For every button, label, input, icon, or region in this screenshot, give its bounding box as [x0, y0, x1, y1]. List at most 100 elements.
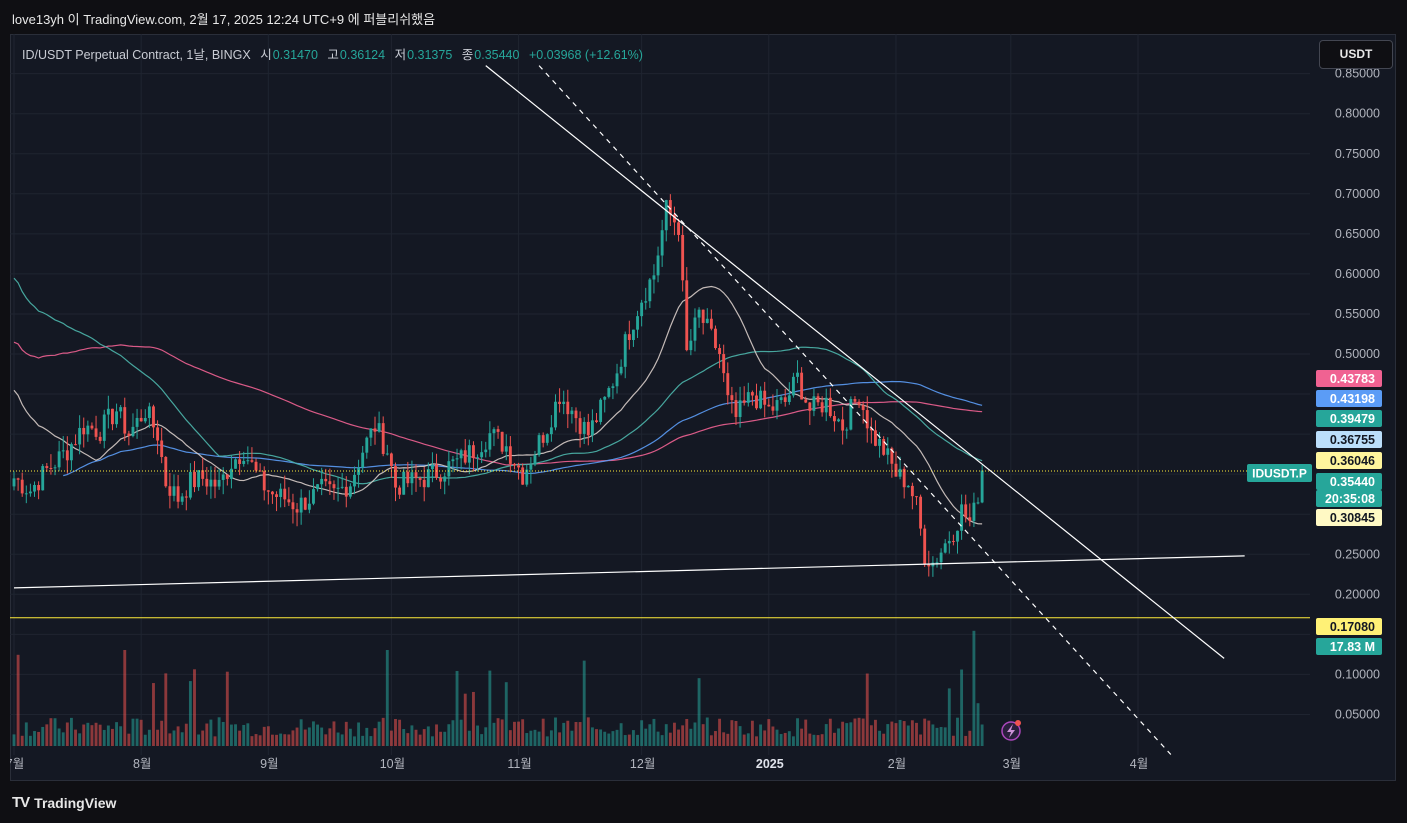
volume-bar [459, 719, 463, 746]
volume-bar [275, 734, 278, 746]
volume-bar [295, 727, 299, 746]
candle-body [295, 509, 299, 513]
volume-bar [586, 717, 590, 746]
price-tick-label: 0.80000 [1335, 107, 1380, 121]
price-tick-label: 0.50000 [1335, 347, 1380, 361]
candle-body [890, 448, 894, 464]
candle-body [508, 446, 512, 464]
legend-high-label: 고 [327, 48, 339, 62]
volume-bar [299, 719, 303, 746]
candle-body [16, 478, 20, 480]
trendline [485, 65, 1225, 659]
candle-body [574, 410, 578, 419]
candle-body [960, 504, 964, 531]
candle-body [426, 469, 430, 488]
volume-bar [418, 734, 422, 746]
candle-body [254, 461, 258, 471]
candle-body [558, 401, 562, 404]
candle-body [467, 445, 471, 463]
symbol-tag-box [1247, 464, 1312, 482]
volume-bar [816, 735, 820, 746]
price-labels: 0.43783 0.43198 0.39479 0.36755 0.36046 0.354… [1316, 370, 1382, 655]
volume-bar [861, 718, 865, 746]
candles [12, 194, 984, 577]
volume-bar [759, 724, 763, 746]
candle-body [238, 459, 242, 464]
candle-body [750, 392, 754, 396]
volume-bar [463, 693, 467, 746]
volume-bar [414, 729, 418, 746]
volume-bar [500, 719, 504, 746]
volume-bar [307, 727, 311, 746]
candle-body [373, 428, 377, 432]
candle-body [554, 401, 557, 428]
tradingview-logo[interactable]: TV TradingView [12, 794, 116, 811]
currency-button[interactable]: USDT [1319, 40, 1393, 69]
candle-body [689, 340, 693, 351]
candle-body [673, 214, 676, 223]
volume-bar [213, 736, 217, 746]
volume-bar [824, 724, 828, 746]
price-tick-label: 0.65000 [1335, 227, 1380, 241]
volume-bar [377, 721, 381, 746]
price-chart[interactable]: 0.05000 0.10000 0.20000 0.25000 0.50000 0.550… [10, 34, 1394, 779]
candle-body [504, 446, 508, 452]
volume-bar [800, 728, 804, 746]
candle-body [340, 486, 344, 488]
candle-body [102, 414, 106, 441]
candle-body [152, 406, 155, 428]
volume-bar [184, 723, 188, 746]
candle-body [783, 397, 787, 403]
volume-bar [340, 734, 344, 746]
volume-bar [738, 726, 742, 746]
volume-bar [857, 717, 861, 746]
candle-body [615, 373, 619, 387]
legend-high: 0.36124 [339, 48, 386, 62]
time-tick-label: 7월 [10, 757, 24, 771]
candle-body [668, 200, 672, 215]
volume-bar [430, 736, 434, 746]
price-tick-label: 0.10000 [1335, 667, 1380, 681]
candle-body [894, 463, 898, 477]
volume-bar [976, 703, 980, 746]
volume-bar [508, 730, 512, 746]
volume-bar [406, 733, 410, 746]
volume-bars [12, 630, 984, 746]
volume-bar [193, 669, 196, 746]
time-tick-label: 12월 [630, 757, 655, 771]
volume-bar [636, 734, 639, 746]
trendline [13, 555, 1245, 589]
candle-body [845, 429, 849, 431]
volume-bar [656, 731, 660, 746]
volume-bar [750, 720, 754, 746]
chart-frame [10, 34, 1396, 781]
chart-legend: ID/USDT Perpetual Contract, 1날, BINGX 시0… [22, 44, 643, 63]
volume-bar [837, 728, 840, 746]
candle-body [176, 486, 180, 502]
volume-bar [250, 736, 254, 746]
candle-body [586, 421, 590, 436]
candle-body [578, 418, 582, 434]
volume-bar [623, 735, 627, 746]
volume-bar [796, 718, 799, 746]
candle-body [320, 478, 324, 485]
volume-bar [742, 734, 746, 746]
volume-bar [98, 724, 102, 746]
volume-bar [599, 729, 603, 746]
candle-body [197, 470, 201, 488]
volume-bar [225, 671, 229, 746]
price-tick-label: 0.60000 [1335, 267, 1380, 281]
candle-body [28, 491, 32, 494]
volume-bar [312, 721, 315, 746]
volume-bar [131, 718, 135, 746]
price-label-box [1316, 410, 1382, 427]
volume-bar [874, 719, 877, 746]
volume-bar [271, 734, 274, 746]
candle-body [820, 402, 824, 413]
volume-bar [94, 722, 98, 746]
candle-body [229, 468, 233, 479]
volume-bar [595, 729, 598, 746]
volume-bar [365, 727, 369, 746]
candle-body [492, 429, 496, 434]
candle-body [923, 528, 927, 565]
